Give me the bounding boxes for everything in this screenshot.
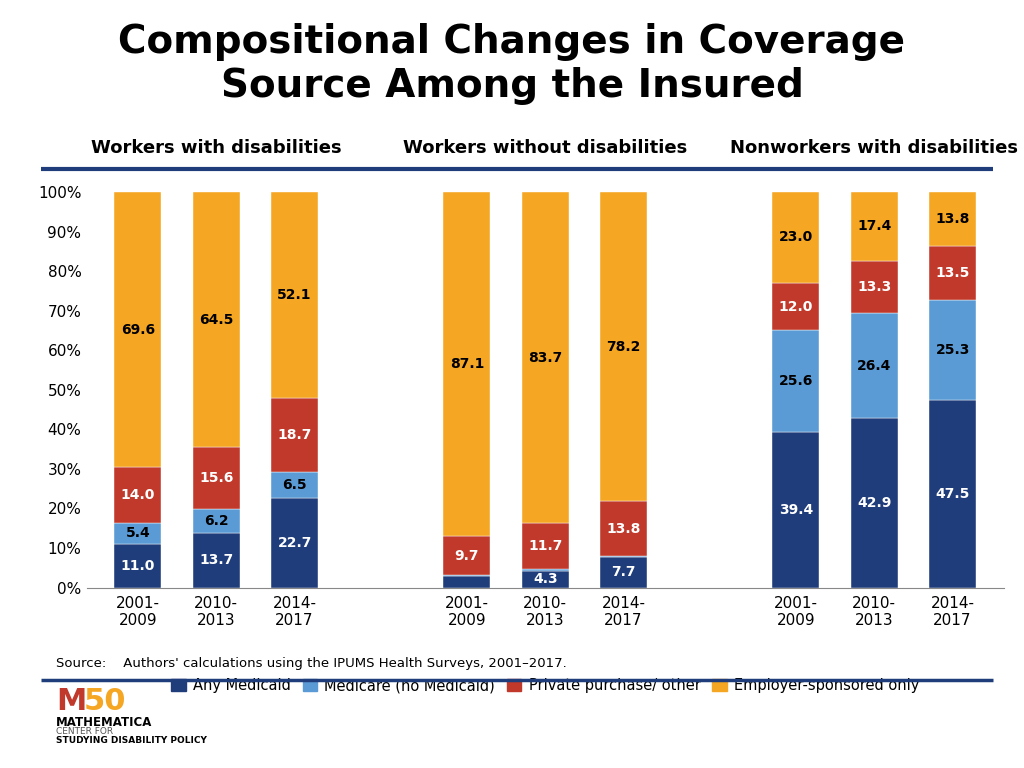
Text: M: M <box>56 687 87 717</box>
Text: 22.7: 22.7 <box>278 535 311 550</box>
Bar <box>193 192 240 447</box>
Text: 39.4: 39.4 <box>779 502 813 517</box>
Bar <box>193 509 240 533</box>
Text: MATHEMATICA: MATHEMATICA <box>56 716 153 729</box>
Bar <box>271 472 318 498</box>
Bar <box>600 192 647 502</box>
Text: CENTER FOR: CENTER FOR <box>56 727 114 736</box>
Text: 83.7: 83.7 <box>528 350 562 365</box>
Bar <box>929 247 976 300</box>
Bar <box>600 557 647 588</box>
Text: 4.3: 4.3 <box>532 572 558 586</box>
Bar <box>193 447 240 509</box>
Bar <box>851 418 898 588</box>
Text: 87.1: 87.1 <box>450 357 484 371</box>
Text: 11.7: 11.7 <box>528 539 562 553</box>
Bar <box>929 191 976 247</box>
Text: 25.6: 25.6 <box>779 374 813 388</box>
Bar <box>851 313 898 418</box>
Bar <box>271 498 318 588</box>
Text: 69.6: 69.6 <box>121 323 155 336</box>
Text: 15.6: 15.6 <box>199 471 233 485</box>
Bar <box>522 192 568 523</box>
Text: 6.5: 6.5 <box>283 478 307 492</box>
Text: 9.7: 9.7 <box>455 548 479 563</box>
Bar <box>115 467 162 523</box>
Text: 13.8: 13.8 <box>606 521 641 535</box>
Text: Nonworkers with disabilities: Nonworkers with disabilities <box>730 140 1018 157</box>
Text: 64.5: 64.5 <box>199 313 233 326</box>
Bar <box>115 523 162 544</box>
Text: 78.2: 78.2 <box>606 339 641 353</box>
Bar <box>522 571 568 588</box>
Bar <box>851 261 898 313</box>
Text: 13.3: 13.3 <box>857 280 892 294</box>
Bar <box>522 569 568 571</box>
Text: 12.0: 12.0 <box>779 300 813 313</box>
Bar <box>522 523 568 569</box>
Bar <box>271 192 318 398</box>
Text: Source:    Authors' calculations using the IPUMS Health Surveys, 2001–2017.: Source: Authors' calculations using the … <box>56 657 567 670</box>
Bar <box>929 300 976 399</box>
Bar <box>443 575 490 576</box>
Text: 11.0: 11.0 <box>121 559 156 573</box>
Bar <box>443 537 490 575</box>
Text: 13.7: 13.7 <box>199 554 233 568</box>
Bar <box>443 192 490 537</box>
Text: 6.2: 6.2 <box>204 514 228 528</box>
Text: Compositional Changes in Coverage
Source Among the Insured: Compositional Changes in Coverage Source… <box>119 23 905 105</box>
Bar <box>193 533 240 588</box>
Text: 17.4: 17.4 <box>857 220 892 233</box>
Text: 47.5: 47.5 <box>935 487 970 501</box>
Bar <box>115 192 162 467</box>
Bar <box>115 544 162 588</box>
Bar <box>851 192 898 261</box>
Bar <box>772 283 819 330</box>
Text: 7.7: 7.7 <box>611 565 636 579</box>
Bar <box>929 399 976 588</box>
Text: 26.4: 26.4 <box>857 359 892 372</box>
Bar <box>443 576 490 588</box>
Text: 25.3: 25.3 <box>935 343 970 356</box>
Legend: Any Medicaid, Medicare (no Medicaid), Private purchase/ other, Employer-sponsore: Any Medicaid, Medicare (no Medicaid), Pr… <box>165 672 926 699</box>
Text: 5.4: 5.4 <box>126 526 151 541</box>
Bar <box>772 192 819 283</box>
Text: 52.1: 52.1 <box>278 288 312 302</box>
Text: 18.7: 18.7 <box>278 428 311 442</box>
Text: 50: 50 <box>84 687 127 717</box>
Text: 13.8: 13.8 <box>935 212 970 226</box>
Bar <box>271 398 318 472</box>
Text: Workers with disabilities: Workers with disabilities <box>91 140 342 157</box>
Text: Workers without disabilities: Workers without disabilities <box>403 140 687 157</box>
Bar <box>600 502 647 556</box>
Text: 14.0: 14.0 <box>121 488 156 502</box>
Bar <box>600 556 647 557</box>
Text: 23.0: 23.0 <box>779 230 813 244</box>
Text: 42.9: 42.9 <box>857 495 892 510</box>
Bar <box>772 432 819 588</box>
Bar <box>772 330 819 432</box>
Text: STUDYING DISABILITY POLICY: STUDYING DISABILITY POLICY <box>56 736 207 745</box>
Text: 13.5: 13.5 <box>935 266 970 280</box>
